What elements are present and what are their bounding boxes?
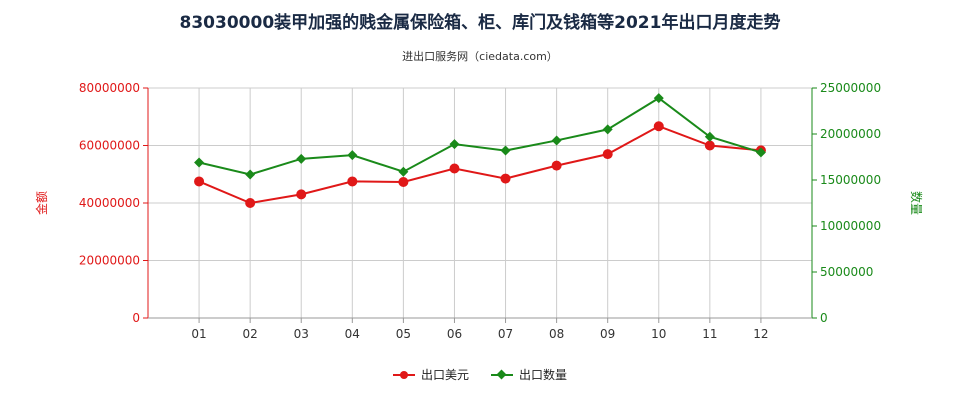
legend-item-series-1[interactable]: 出口美元 [392,366,469,383]
right-axis-title: 数量 [909,191,924,215]
series-line-2 [198,96,762,176]
series-1-point [653,121,664,132]
series-1-point [194,176,205,187]
x-axis-tick-label: 05 [396,327,411,341]
series-1-point [347,176,358,187]
series-2-point [500,145,511,156]
right-axis-tick-label: 5000000 [820,265,873,279]
series-2-point [551,135,562,146]
x-axis-tick-label: 07 [498,327,513,341]
x-axis-tick-label: 08 [549,327,564,341]
left-axis-tick-label: 20000000 [79,254,140,268]
series-2-point [194,157,205,168]
left-axis-title: 金额 [34,191,49,215]
series-1-point [704,140,715,151]
x-axis-tick-label: 04 [345,327,360,341]
series-2-point [653,93,664,104]
chart-subtitle: 进出口服务网（ciedata.com） [402,50,558,63]
legend-item-series-2[interactable]: 出口数量 [491,366,567,383]
series-2-point [296,153,307,164]
right-axis-tick-label: 10000000 [820,219,881,233]
series-2-point [398,166,409,177]
series-1-point [602,149,613,160]
series-2-point [704,131,715,142]
x-axis-tick-label: 06 [447,327,462,341]
left-axis-tick-label: 80000000 [79,81,140,95]
legend: 出口美元 出口数量 [0,366,960,383]
legend-label-series-2: 出口数量 [519,368,568,382]
x-axis-tick-label: 03 [294,327,309,341]
series-1-point [551,160,562,171]
legend-swatch-red [392,370,415,380]
x-axis-tick-label: 01 [191,327,206,341]
series-1-point [296,189,307,200]
right-axis-tick-label: 20000000 [820,127,881,141]
left-axis-tick-label: 40000000 [79,196,140,210]
right-axis-tick-label: 15000000 [820,173,881,187]
series-2-point [245,169,256,180]
series-2-point [449,139,460,150]
legend-label-series-1: 出口美元 [420,368,469,382]
series-1-point [245,198,256,208]
series-line-1 [198,125,762,205]
series-1-point [500,173,511,184]
series-1-point [398,177,409,188]
left-axis-tick-label: 60000000 [79,139,140,153]
series-2-point [602,124,613,135]
x-axis-tick-label: 12 [753,327,768,341]
right-axis-tick-label: 25000000 [820,81,881,95]
series-1-point [449,163,460,174]
left-axis-tick-label: 0 [132,311,140,325]
right-axis-tick-label: 0 [820,311,828,325]
x-axis-tick-label: 10 [651,327,666,341]
x-axis-tick-label: 02 [243,327,258,341]
x-axis-tick-label: 11 [702,327,717,341]
x-axis-tick-label: 09 [600,327,615,341]
chart-title: 83030000装甲加强的贱金属保险箱、柜、库门及钱箱等2021年出口月度走势 [179,13,781,33]
series-2-point [347,150,358,161]
legend-swatch-green [491,369,513,380]
series-2-point [755,147,766,158]
